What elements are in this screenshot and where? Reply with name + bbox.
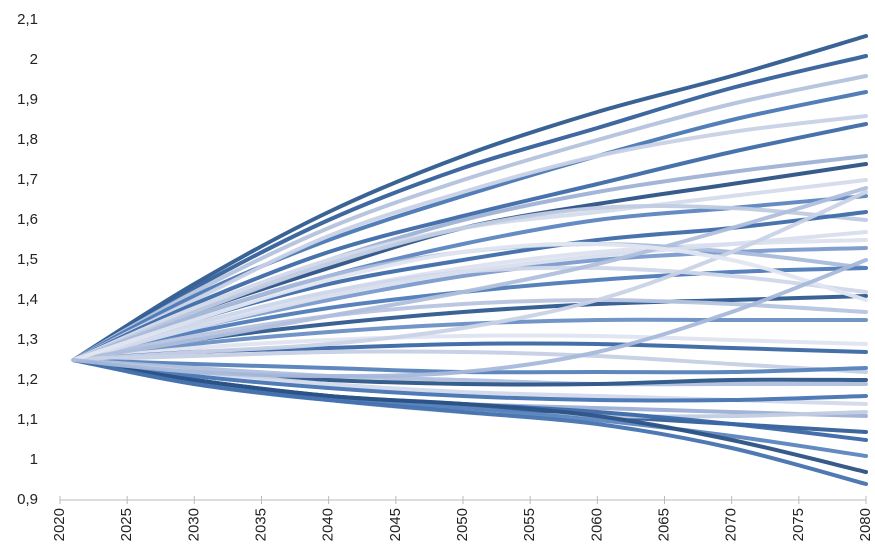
series-line <box>71 122 868 362</box>
series-line <box>71 203 868 362</box>
x-tick-label: 2025 <box>118 508 135 541</box>
series-line <box>71 34 868 362</box>
x-tick-label: 2065 <box>655 508 672 541</box>
series-line <box>71 297 868 362</box>
series-line <box>71 258 868 379</box>
y-tick-label: 1,9 <box>17 91 38 108</box>
x-tick-label: 2055 <box>521 508 538 541</box>
y-tick-label: 0,9 <box>17 491 38 508</box>
series-line <box>71 358 868 486</box>
y-tick-label: 1,6 <box>17 211 38 228</box>
x-tick-label: 2060 <box>588 508 605 541</box>
series-line <box>71 358 868 387</box>
x-tick-label: 2045 <box>387 508 404 541</box>
x-tick-label: 2070 <box>723 508 740 541</box>
y-tick-label: 1 <box>30 451 38 468</box>
x-tick-label: 2080 <box>857 508 874 541</box>
y-tick-label: 2,1 <box>17 11 38 28</box>
series-line <box>71 114 868 362</box>
x-tick-label: 2050 <box>454 508 471 541</box>
series-line <box>71 358 868 474</box>
series-line <box>71 358 868 403</box>
series-line <box>71 90 868 362</box>
x-tick-label: 2020 <box>51 508 68 541</box>
x-tick-label: 2035 <box>252 508 269 541</box>
series-line <box>71 241 868 362</box>
series-line <box>71 74 868 362</box>
x-tick-label: 2040 <box>320 508 337 541</box>
y-tick-label: 1,4 <box>17 291 38 308</box>
y-tick-label: 1,2 <box>17 371 38 388</box>
series-line <box>71 230 868 362</box>
series-line <box>71 333 868 362</box>
series-line <box>71 54 868 362</box>
x-tick-label: 2030 <box>185 508 202 541</box>
series-line <box>71 317 868 362</box>
series-line <box>71 349 868 374</box>
x-tick-label: 2075 <box>790 508 807 541</box>
y-tick-label: 1,7 <box>17 171 38 188</box>
series-line <box>71 186 868 362</box>
series-line <box>71 190 868 362</box>
y-tick-label: 2 <box>30 51 38 68</box>
y-tick-label: 1,1 <box>17 411 38 428</box>
y-tick-label: 1,5 <box>17 251 38 268</box>
y-tick-label: 1,8 <box>17 131 38 148</box>
y-tick-label: 1,3 <box>17 331 38 348</box>
